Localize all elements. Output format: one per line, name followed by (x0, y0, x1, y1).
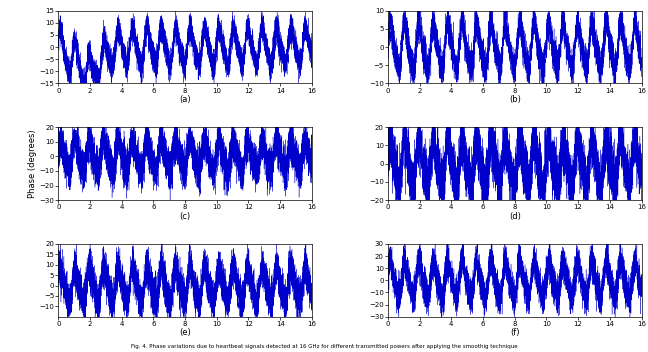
X-axis label: (b): (b) (509, 95, 521, 104)
X-axis label: (c): (c) (179, 212, 191, 221)
X-axis label: (d): (d) (509, 212, 521, 221)
Y-axis label: Phase (degrees): Phase (degrees) (27, 130, 36, 198)
X-axis label: (f): (f) (510, 328, 520, 337)
X-axis label: (e): (e) (179, 328, 191, 337)
Text: Fig. 4. Phase variations due to heartbeat signals detected at 16 GHz for differe: Fig. 4. Phase variations due to heartbea… (131, 345, 517, 350)
X-axis label: (a): (a) (179, 95, 191, 104)
